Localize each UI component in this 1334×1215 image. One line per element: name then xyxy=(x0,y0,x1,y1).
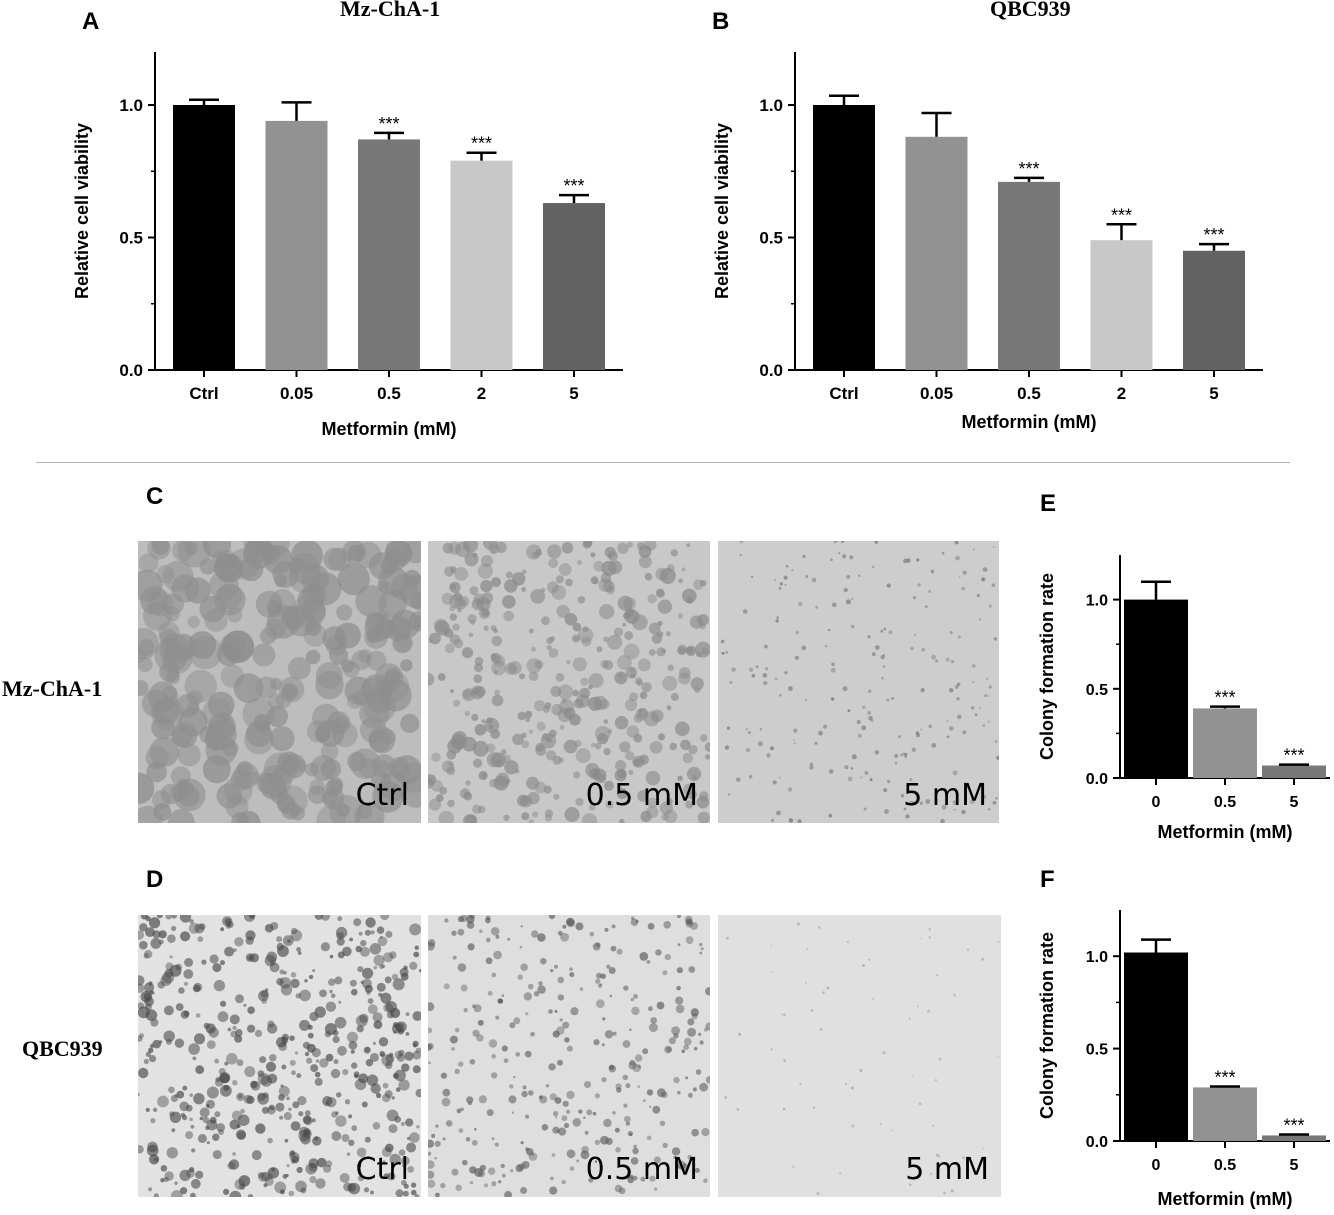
x-tick-label: 5 xyxy=(1290,794,1299,811)
panel-c-letter: C xyxy=(146,483,164,510)
y-tick-label: 0.5 xyxy=(119,229,143,248)
bar-5 xyxy=(543,203,605,370)
panel-e-letter: E xyxy=(1040,490,1057,517)
y-tick-label: 1.0 xyxy=(1086,949,1108,966)
significance-marker: *** xyxy=(1214,688,1235,708)
significance-marker: *** xyxy=(1283,1116,1304,1136)
x-axis-label: Metformin (mM) xyxy=(962,412,1097,432)
colony-photo-qbc-0-5mm: 0.5 mM xyxy=(428,915,710,1197)
y-tick-label: 0.0 xyxy=(1086,771,1108,788)
x-tick-label: 0.5 xyxy=(1214,794,1236,811)
bar-2 xyxy=(1090,240,1153,370)
x-tick-label: 0.5 xyxy=(377,384,401,403)
bar-0.05 xyxy=(905,136,968,370)
bar-5 xyxy=(1262,1135,1326,1141)
chart-f: 0.0 0.5 1.0 0 *** 0.5 *** 5 Metformin (mM) Colony… xyxy=(1037,910,1330,1209)
y-tick-label: 1.0 xyxy=(1086,593,1108,610)
y-tick-label: 0.5 xyxy=(759,229,783,248)
colony-photo-mz-5mm: 5 mM xyxy=(718,541,999,823)
bar-0 xyxy=(1124,952,1188,1141)
chart-a: 0.0 0.5 1.0 Ctrl 0.05 *** 0.5 *** 2 *** 5 Metformin… xyxy=(72,52,623,439)
bar-0 xyxy=(1124,599,1188,778)
photo-label: Ctrl xyxy=(355,1152,409,1187)
row-label-qbc939: QBC939 xyxy=(22,1036,103,1061)
bar-0.5 xyxy=(998,181,1060,370)
y-tick-label: 1.0 xyxy=(759,96,783,115)
photo-label: 0.5 mM xyxy=(585,1152,698,1187)
x-tick-label: Ctrl xyxy=(829,384,858,403)
photo-label: 5 mM xyxy=(905,1152,989,1187)
x-tick-label: 0.5 xyxy=(1214,1157,1236,1174)
significance-marker: *** xyxy=(1214,1067,1235,1087)
colony-photo-mz-0-5mm: 0.5 mM xyxy=(428,541,710,823)
x-tick-label: 0.05 xyxy=(920,384,953,403)
x-tick-label: 2 xyxy=(1117,384,1126,403)
x-tick-label: 0 xyxy=(1152,1157,1161,1174)
x-axis-label: Metformin (mM) xyxy=(322,419,457,439)
x-tick-label: 0 xyxy=(1152,794,1161,811)
panel-f-letter: F xyxy=(1040,866,1055,893)
y-axis-label: Colony formation rate xyxy=(1037,932,1057,1119)
bar-0.5 xyxy=(358,139,420,370)
x-tick-label: 5 xyxy=(1209,384,1218,403)
bar-Ctrl xyxy=(813,105,875,370)
significance-marker: *** xyxy=(563,176,584,196)
y-axis-label: Relative cell viability xyxy=(72,123,92,299)
bar-5 xyxy=(1183,250,1245,370)
chart-b: 0.0 0.5 1.0 Ctrl 0.05 *** 0.5 *** 2 *** 5 Metformin… xyxy=(712,52,1263,432)
bar-Ctrl xyxy=(173,105,235,370)
panel-a-letter: A xyxy=(82,8,100,35)
y-tick-label: 1.0 xyxy=(119,96,143,115)
colony-photo-mz-ctrl: Ctrl xyxy=(138,541,421,823)
row-label-mz-cha-1: Mz-ChA-1 xyxy=(2,676,103,701)
significance-marker: *** xyxy=(471,134,492,154)
x-tick-label: 0.5 xyxy=(1017,384,1041,403)
x-tick-label: Ctrl xyxy=(189,384,218,403)
chart-e: 0.0 0.5 1.0 0 *** 0.5 *** 5 Metformin (mM) Colony… xyxy=(1037,555,1330,842)
x-axis-label: Metformin (mM) xyxy=(1158,1189,1293,1209)
photo-label: 0.5 mM xyxy=(585,778,698,813)
x-tick-label: 5 xyxy=(1290,1157,1299,1174)
bar-0.5 xyxy=(1193,708,1257,778)
colony-photo-qbc-5mm: 5 mM xyxy=(718,915,1001,1197)
significance-marker: *** xyxy=(1111,205,1132,225)
bar-5 xyxy=(1262,765,1326,778)
significance-marker: *** xyxy=(1203,225,1224,245)
y-tick-label: 0.0 xyxy=(1086,1134,1108,1151)
x-tick-label: 0.05 xyxy=(280,384,313,403)
y-tick-label: 0.0 xyxy=(759,361,783,380)
panel-d-letter: D xyxy=(146,866,164,893)
panel-b-letter: B xyxy=(712,8,730,35)
bar-0.5 xyxy=(1193,1087,1257,1141)
colony-photo-qbc-ctrl: Ctrl xyxy=(138,915,421,1197)
y-axis-label: Relative cell viability xyxy=(712,123,732,299)
bar-2 xyxy=(450,160,513,370)
x-axis-label: Metformin (mM) xyxy=(1158,822,1293,842)
y-tick-label: 0.0 xyxy=(119,361,143,380)
y-axis-label: Colony formation rate xyxy=(1037,573,1057,760)
bar-0.05 xyxy=(265,120,328,371)
y-tick-label: 0.5 xyxy=(1086,682,1108,699)
y-tick-label: 0.5 xyxy=(1086,1042,1108,1059)
section-divider xyxy=(36,462,1290,463)
x-tick-label: 2 xyxy=(477,384,486,403)
significance-marker: *** xyxy=(1283,746,1304,766)
photo-label: 5 mM xyxy=(903,778,987,813)
panel-a-title: Mz-ChA-1 xyxy=(340,0,441,21)
photo-label: Ctrl xyxy=(355,778,409,813)
significance-marker: *** xyxy=(378,114,399,134)
panel-b-title: QBC939 xyxy=(990,0,1071,21)
x-tick-label: 5 xyxy=(569,384,578,403)
significance-marker: *** xyxy=(1018,159,1039,179)
